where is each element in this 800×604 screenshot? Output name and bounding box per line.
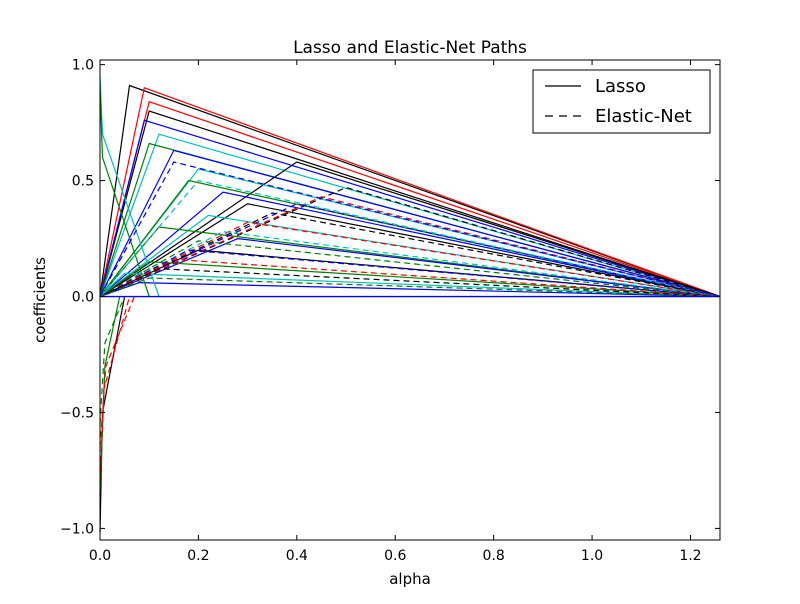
lasso-path-12 (99, 203, 721, 298)
legend: Lasso Elastic-Net (532, 69, 711, 134)
elastic-net-path-25 (99, 196, 721, 298)
lasso-path-16 (99, 249, 721, 298)
elastic-net-path-27 (99, 212, 721, 298)
lasso-path-15 (99, 237, 721, 298)
plot-area: 0.0 0.2 0.4 0.6 0.8 1.0 1.2 1.0 0.5 0.0 −0.5 −1.0 (60, 58, 721, 564)
lasso-path-7 (99, 149, 721, 298)
y-axis-label: coefficients (31, 257, 49, 343)
elastic-net-path-33 (99, 268, 721, 298)
lasso-path-10 (99, 179, 721, 298)
elastic-net-path-36 (99, 161, 721, 298)
elastic-net-path-29 (99, 230, 721, 298)
elastic-net-path-35 (99, 179, 721, 298)
plot-background (100, 60, 720, 540)
x-ticks: 0.0 0.2 0.4 0.6 0.8 1.0 1.2 (89, 60, 702, 564)
lasso-path-1 (99, 87, 721, 298)
elastic-net-path-30 (99, 240, 721, 298)
y-tick-label: −1.0 (60, 521, 94, 537)
chart-title: Lasso and Elastic-Net Paths (293, 38, 527, 58)
y-tick-label: −0.5 (60, 405, 94, 421)
x-tick-label: 0.0 (89, 548, 111, 564)
lasso-path-23 (99, 87, 150, 297)
x-tick-label: 1.2 (679, 548, 701, 564)
elastic-net-path-39 (99, 296, 126, 425)
x-axis-label: alpha (389, 570, 431, 588)
x-tick-label: 0.2 (187, 548, 209, 564)
elastic-net-path-34 (99, 277, 721, 298)
plot-frame (99, 59, 721, 541)
legend-elastic-net-label: Elastic-Net (595, 106, 692, 127)
x-tick-label: 0.6 (384, 548, 406, 564)
y-ticks: 1.0 0.5 0.0 −0.5 −1.0 (60, 58, 720, 537)
elastic-net-path-32 (99, 258, 721, 298)
y-tick-label: 0.0 (72, 290, 94, 306)
elastic-net-path-26 (99, 203, 721, 298)
lasso-path-11 (99, 191, 721, 298)
elastic-net-path-37 (99, 296, 131, 483)
lasso-path-4 (99, 119, 721, 298)
lasso-path-3 (99, 110, 721, 298)
x-tick-label: 0.4 (286, 548, 308, 564)
x-tick-label: 0.8 (483, 548, 505, 564)
y-tick-label: 0.5 (72, 174, 94, 190)
y-tick-label: 1.0 (72, 58, 94, 74)
lasso-path-8 (99, 161, 721, 298)
elastic-net-path-38 (99, 296, 135, 448)
legend-lasso-label: Lasso (595, 76, 646, 97)
lasso-path-17 (99, 261, 721, 298)
lasso-path-0 (99, 84, 721, 298)
x-tick-label: 1.0 (581, 548, 603, 564)
lasso-path-18 (99, 272, 721, 298)
series-layer (99, 76, 721, 534)
legend-box (532, 69, 711, 134)
